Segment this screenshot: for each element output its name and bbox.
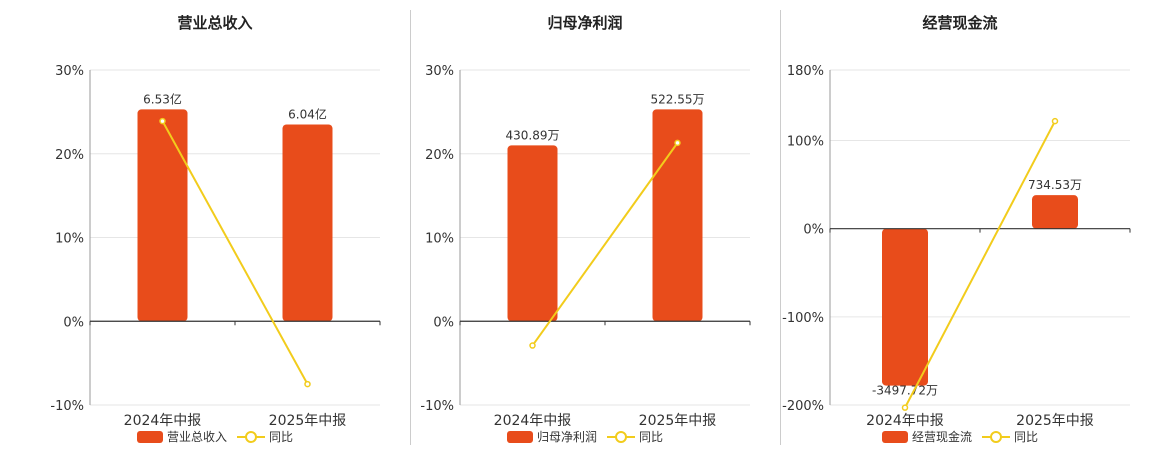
y-tick-label: 30%: [425, 64, 454, 79]
y-tick-label: -200%: [782, 399, 824, 414]
legend-line-swatch: [607, 430, 635, 443]
chart-svg: 30% 20% 10% 0% -10% 2024年中报 2025年中报 430.89万 522.…: [420, 64, 751, 429]
bar: [1032, 195, 1078, 229]
legend-line-swatch: [237, 430, 265, 443]
legend-bar-swatch: [136, 430, 163, 443]
bar: [652, 109, 703, 322]
legend: 归母净利润 同比: [400, 428, 770, 445]
line-series: [904, 120, 1056, 409]
legend-label: 归母净利润: [536, 430, 597, 444]
x-tick-label: 2025年中报: [1016, 413, 1094, 429]
data-label: 522.55万: [651, 92, 705, 106]
bar: [882, 228, 928, 386]
legend-label: 营业总收入: [166, 430, 227, 444]
line-series: [531, 142, 679, 347]
data-label: -3497.72万: [872, 384, 938, 398]
panel-divider: [780, 10, 781, 445]
y-tick-label: -10%: [50, 399, 84, 414]
legend-label: 经营现金流: [911, 430, 972, 444]
chart-title: 归母净利润: [547, 14, 623, 32]
y-tick-label: 100%: [787, 135, 824, 150]
line-series: [161, 120, 309, 385]
line-point: [901, 404, 909, 411]
data-label: 734.53万: [1028, 178, 1082, 192]
bar: [137, 109, 188, 322]
x-tick-label: 2024年中报: [866, 413, 944, 429]
chart-svg: 30% 20% 10% 0% -10% 2024年中报 2025年中报 6.53亿 6.04亿: [50, 64, 381, 429]
y-tick-label: -10%: [420, 399, 454, 414]
legend: 经营现金流 同比: [770, 428, 1150, 445]
y-tick-label: 10%: [425, 232, 454, 247]
chart-title: 经营现金流: [922, 14, 998, 32]
legend-label: 同比: [269, 430, 294, 444]
data-label: 6.04亿: [288, 106, 327, 121]
line-point: [159, 117, 166, 125]
y-tick-label: 30%: [55, 64, 84, 79]
y-tick-label: 0%: [433, 315, 454, 330]
y-tick-label: -100%: [782, 311, 824, 326]
legend-item-line[interactable]: 同比: [607, 428, 663, 445]
bar: [282, 124, 333, 322]
x-tick-label: 2025年中报: [269, 413, 347, 429]
y-tick-label: 20%: [425, 148, 454, 163]
legend-item-bar[interactable]: 归母净利润: [506, 428, 597, 445]
y-tick-label: 180%: [787, 64, 824, 79]
y-tick-label: 0%: [63, 315, 84, 330]
chart-svg: 180% 100% 0% -100% -200% 2024年中报 2025年中报 -3497.…: [782, 64, 1131, 429]
data-label: 430.89万: [506, 128, 560, 142]
line-point: [304, 380, 311, 388]
line-point: [1051, 117, 1059, 125]
bar: [507, 145, 558, 322]
legend-bar-swatch: [881, 430, 908, 443]
chart-panel-net-profit: 归母净利润 30% 20% 10% 0% -10% 2024年中报 2025年中报 430.8…: [400, 0, 770, 450]
legend-bar-swatch: [506, 430, 533, 443]
x-tick-label: 2025年中报: [639, 413, 717, 429]
x-tick-label: 2024年中报: [124, 413, 202, 429]
data-label: 6.53亿: [143, 91, 182, 106]
panel-divider: [410, 10, 411, 445]
y-tick-label: 0%: [803, 223, 824, 238]
y-tick-label: 10%: [55, 232, 84, 247]
line-point: [674, 139, 681, 147]
line-point: [529, 342, 536, 349]
chart-title: 营业总收入: [177, 14, 253, 32]
legend-item-line[interactable]: 同比: [237, 428, 293, 445]
legend-item-bar[interactable]: 经营现金流: [881, 428, 972, 445]
chart-panel-cash-flow: 经营现金流 180% 100% 0% -100% -200% 2024年中报 2025年中报…: [770, 0, 1150, 450]
legend-line-swatch: [982, 430, 1010, 443]
legend-item-bar[interactable]: 营业总收入: [136, 428, 227, 445]
legend: 营业总收入 同比: [30, 428, 400, 445]
x-tick-label: 2024年中报: [494, 413, 572, 429]
legend-item-line[interactable]: 同比: [982, 428, 1038, 445]
legend-label: 同比: [639, 430, 664, 444]
chart-panel-revenue: 营业总收入 30% 20% 10% 0% -10% 2024年中报 2025年中报 6.53亿…: [30, 0, 400, 450]
legend-label: 同比: [1014, 430, 1039, 444]
y-tick-label: 20%: [55, 148, 84, 163]
